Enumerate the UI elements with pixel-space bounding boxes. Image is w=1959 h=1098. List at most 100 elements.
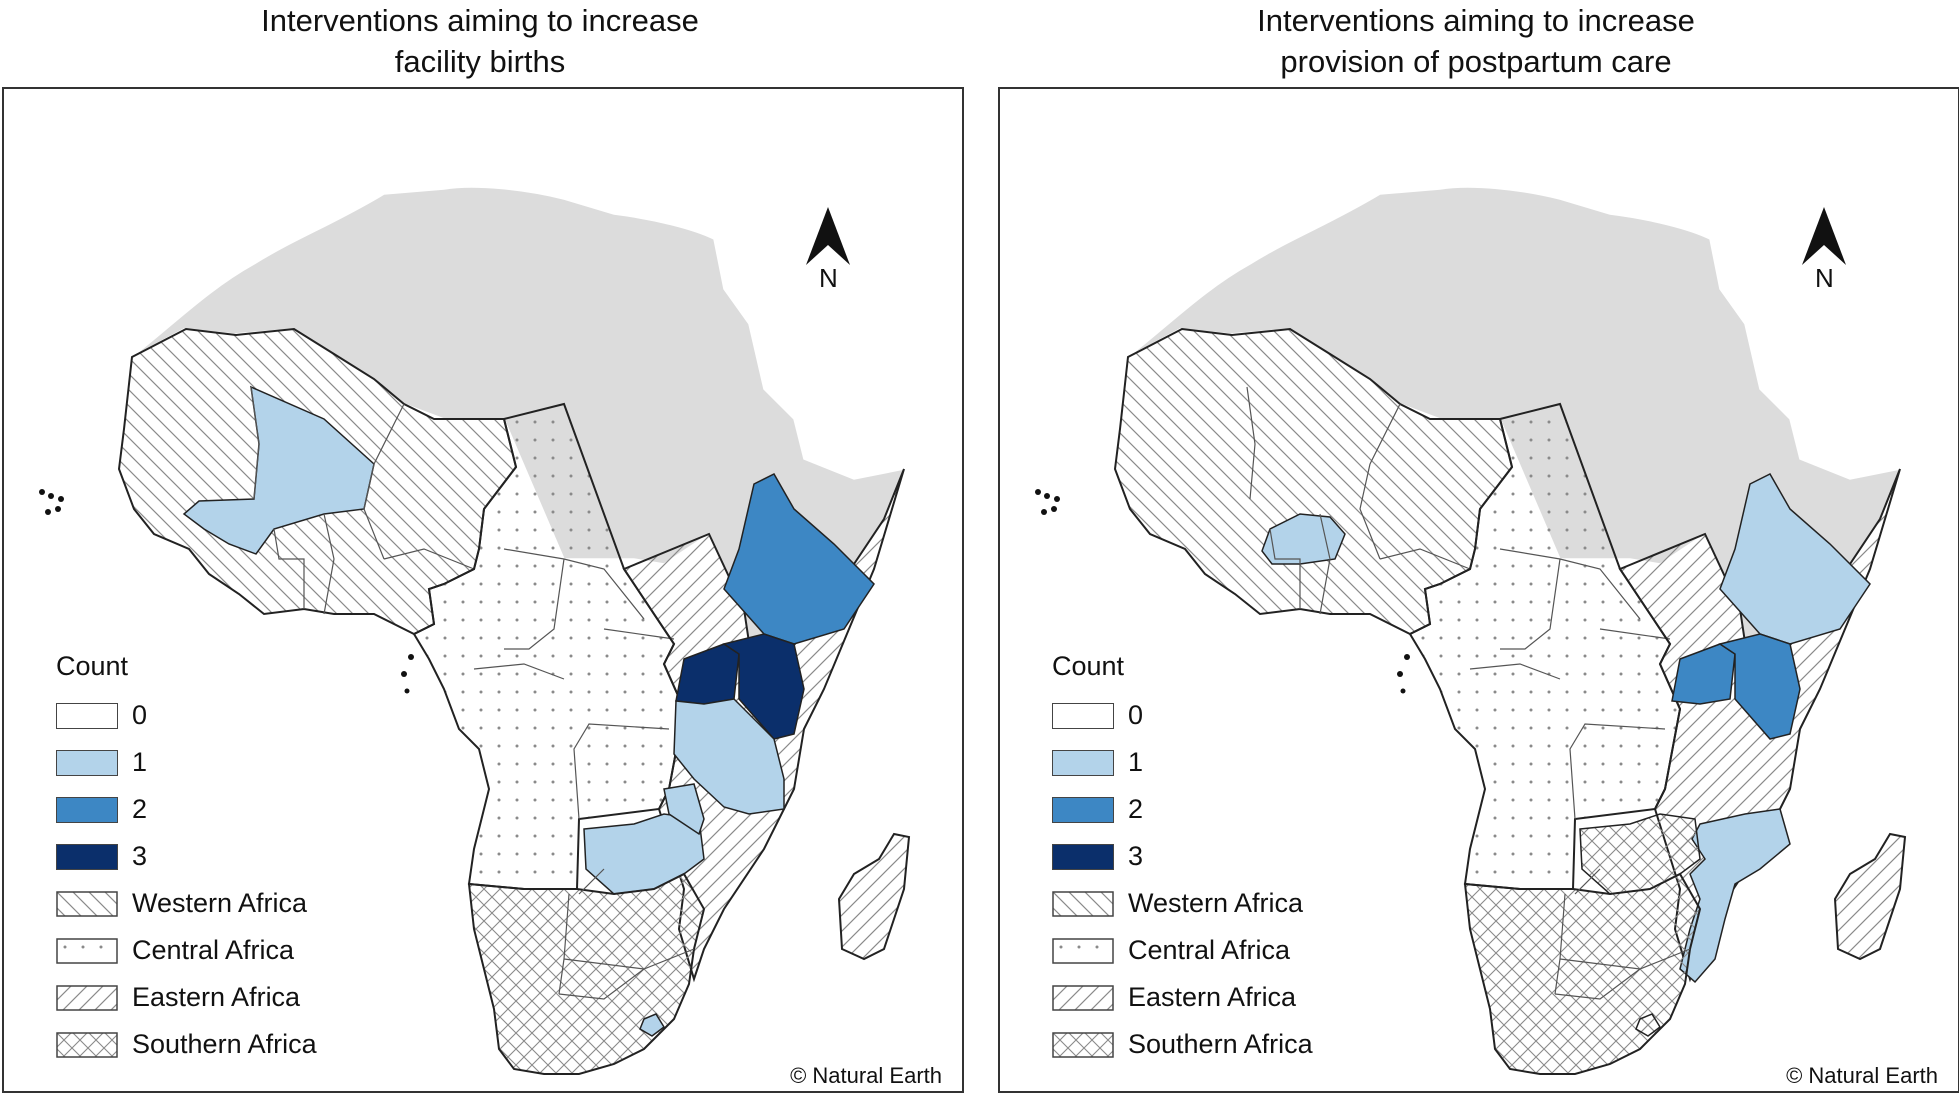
legend-item-southern-africa: Southern Africa [56,1021,317,1068]
country-burkina-faso [1261,513,1346,565]
legend-item-central-africa: Central Africa [56,927,317,974]
legend-label: Central Africa [1128,935,1291,965]
legend-swatch [56,749,118,776]
left-title-line2: facility births [394,44,566,79]
country-lesotho [639,1013,665,1037]
region-south [467,872,706,1075]
right-title-line2: provision of postpartum care [1280,44,1672,79]
country-borders-west [1246,386,1471,615]
legend-item-count-3: 3 [1052,833,1313,880]
north-label: N [1815,263,1834,293]
left-title-line1: Interventions aiming to increase [261,3,699,38]
legend-item-count-1: 1 [1052,739,1313,786]
legend-label: 2 [1128,794,1144,824]
legend-label: 3 [1128,841,1144,871]
gulf-islands [401,654,414,694]
legend-label: Southern Africa [1128,1029,1313,1059]
right-title-line1: Interventions aiming to increase [1257,3,1695,38]
legend-label: 3 [132,841,148,871]
legend-swatch [56,937,118,964]
legend-swatch [1052,843,1114,870]
country-borders-south [1554,868,1691,1000]
legend-label: Southern Africa [132,1029,317,1059]
legend-item-eastern-africa: Eastern Africa [56,974,317,1021]
left-map-frame: N Count 0 1 2 3 Western Africa Central A… [2,87,964,1093]
country-lesotho [1635,1013,1661,1037]
left-legend: Count 0 1 2 3 Western Africa Central Afr… [56,651,317,1068]
left-panel-title: Interventions aiming to increase facilit… [0,0,960,82]
legend-title: Count [56,651,129,681]
country-mozambique [1679,808,1791,984]
region-south [1463,872,1702,1075]
legend-swatch [1052,937,1114,964]
country-kenya [722,633,805,740]
legend-item-central-africa: Central Africa [1052,927,1313,974]
legend-swatch [56,702,118,729]
right-legend: Count 0 1 2 3 Western Africa Central Afr… [1052,651,1313,1068]
legend-item-count-0: 0 [56,692,317,739]
country-ethiopia [1719,473,1871,645]
legend-item-count-2: 2 [56,786,317,833]
legend-swatch [56,796,118,823]
legend-title: Count [1052,651,1125,681]
legend-swatch [1052,984,1114,1011]
country-madagascar [1833,832,1907,961]
north-arrow [806,207,850,270]
legend-item-count-0: 0 [1052,692,1313,739]
legend-swatch [56,984,118,1011]
country-borders-south [558,868,695,1000]
legend-label: Eastern Africa [1128,982,1297,1012]
right-africa-map [1035,186,1907,1075]
legend-swatch [1052,749,1114,776]
legend-swatch [1052,796,1114,823]
legend-item-count-2: 2 [1052,786,1313,833]
cape-verde-islands [39,489,64,515]
legend-label: 0 [132,700,148,730]
legend-swatch [1052,890,1114,917]
legend-swatch [1052,702,1114,729]
eastern-africa-region [583,468,911,983]
legend-label: 1 [132,747,148,777]
legend-item-western-africa: Western Africa [56,880,317,927]
north-arrow-icon [1802,207,1846,265]
legend-label: 1 [1128,747,1144,777]
legend-label: Eastern Africa [132,982,301,1012]
legend-label: Western Africa [132,888,308,918]
legend-label: 0 [1128,700,1144,730]
legend-swatch [56,890,118,917]
country-kenya [1718,633,1801,740]
legend-item-count-1: 1 [56,739,317,786]
north-arrow [1802,207,1846,270]
southern-africa-region [467,868,706,1075]
country-madagascar [837,832,911,961]
legend-item-southern-africa: Southern Africa [1052,1021,1313,1068]
right-map-frame: N Count 0 1 2 3 Western Africa Central A… [998,87,1959,1093]
country-borders-central [473,548,675,820]
legend-swatch [1052,1031,1114,1058]
western-africa-region [117,327,518,636]
southern-africa-region [1463,813,1702,1075]
north-label: N [819,263,838,293]
left-africa-map [39,186,911,1075]
legend-swatch [56,843,118,870]
country-malawi [663,783,705,836]
legend-item-eastern-africa: Eastern Africa [1052,974,1313,1021]
country-borders-central [1469,548,1671,820]
legend-label: Central Africa [132,935,295,965]
north-arrow-icon [806,207,850,265]
legend-label: 2 [132,794,148,824]
country-tanzania [673,698,785,815]
western-africa-region [1113,327,1514,636]
natural-earth-credit: © Natural Earth [1786,1063,1938,1088]
cape-verde-islands [1035,489,1060,515]
country-borders-west [250,386,475,615]
gulf-islands [1397,654,1410,694]
legend-item-count-3: 3 [56,833,317,880]
legend-label: Western Africa [1128,888,1304,918]
right-panel-title: Interventions aiming to increase provisi… [996,0,1956,82]
country-ethiopia [723,473,875,645]
legend-swatch [56,1031,118,1058]
legend-item-western-africa: Western Africa [1052,880,1313,927]
natural-earth-credit: © Natural Earth [790,1063,942,1088]
country-zambia [583,813,705,895]
